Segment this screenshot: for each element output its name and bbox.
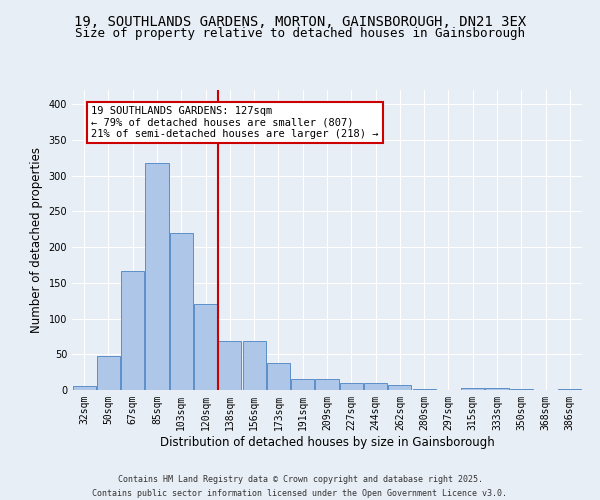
Bar xyxy=(73,386,95,390)
Text: Contains HM Land Registry data © Crown copyright and database right 2025.
Contai: Contains HM Land Registry data © Crown c… xyxy=(92,476,508,498)
Bar xyxy=(121,270,144,390)
Bar xyxy=(461,388,484,390)
Bar xyxy=(194,304,217,390)
Y-axis label: Number of detached properties: Number of detached properties xyxy=(30,147,43,333)
Bar xyxy=(364,383,387,390)
Bar xyxy=(170,233,193,390)
Bar xyxy=(242,342,266,390)
Bar xyxy=(97,356,120,390)
Bar xyxy=(267,363,290,390)
Bar xyxy=(388,385,412,390)
Text: 19 SOUTHLANDS GARDENS: 127sqm
← 79% of detached houses are smaller (807)
21% of : 19 SOUTHLANDS GARDENS: 127sqm ← 79% of d… xyxy=(91,106,379,139)
Bar xyxy=(485,388,509,390)
Bar xyxy=(559,388,581,390)
Bar xyxy=(316,378,338,390)
Bar xyxy=(145,163,169,390)
Text: Size of property relative to detached houses in Gainsborough: Size of property relative to detached ho… xyxy=(75,28,525,40)
Bar xyxy=(413,388,436,390)
Bar xyxy=(340,383,363,390)
X-axis label: Distribution of detached houses by size in Gainsborough: Distribution of detached houses by size … xyxy=(160,436,494,448)
Bar xyxy=(291,378,314,390)
Text: 19, SOUTHLANDS GARDENS, MORTON, GAINSBOROUGH, DN21 3EX: 19, SOUTHLANDS GARDENS, MORTON, GAINSBOR… xyxy=(74,15,526,29)
Bar xyxy=(218,342,241,390)
